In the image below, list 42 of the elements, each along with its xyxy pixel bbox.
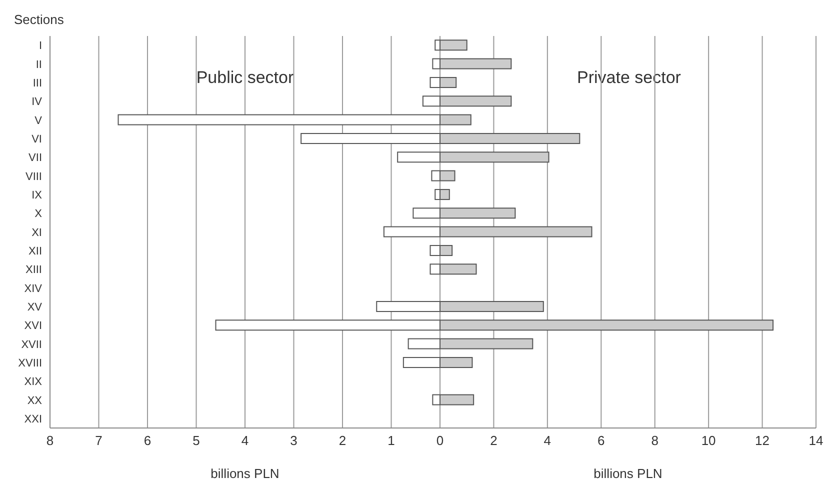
y-tick-label: XII — [28, 246, 42, 258]
x-tick-label: 3 — [290, 433, 298, 448]
y-tick-label: XXI — [24, 414, 42, 426]
x-tick-label: 7 — [95, 433, 102, 448]
y-tick-label: VI — [32, 134, 42, 146]
y-tick-label: IX — [32, 190, 43, 202]
y-tick-label: XV — [27, 302, 43, 314]
y-tick-label: II — [36, 58, 42, 71]
y-tick-label: X — [34, 208, 43, 220]
x-tick-label: 4 — [544, 433, 552, 448]
y-tick-label: I — [38, 40, 42, 52]
y-tick-label: XX — [27, 394, 43, 407]
x-tick-label: 6 — [144, 433, 152, 448]
text: Private sector — [576, 68, 682, 88]
x-tick-label: 4 — [241, 433, 249, 448]
x-tick-label: 10 — [701, 433, 716, 448]
y-tick-label: XI — [32, 226, 42, 239]
x-axis-title: billions PLN — [210, 466, 280, 481]
y-tick-label: XIII — [25, 264, 42, 276]
y-axis-title: Sections — [14, 12, 64, 27]
y-tick-label: VII — [28, 152, 42, 164]
x-tick-label: 14 — [808, 433, 824, 448]
x-tick-label: 0 — [436, 433, 444, 448]
y-tick-label: IV — [32, 96, 43, 108]
y-tick-label: V — [34, 114, 43, 127]
y-tick-label: XVII — [21, 338, 42, 351]
x-tick-label: 1 — [388, 433, 395, 448]
x-tick-label: 2 — [490, 433, 498, 448]
text: Public sector — [195, 68, 295, 88]
y-tick-label: XIV — [24, 282, 43, 295]
y-tick-label: III — [32, 78, 42, 90]
y-tick-label: XIX — [24, 376, 43, 388]
y-tick-label: VIII — [25, 170, 42, 183]
x-axis-title: billions PLN — [594, 466, 662, 481]
x-tick-label: 8 — [651, 433, 658, 448]
x-tick-label: 8 — [46, 433, 54, 448]
x-tick-label: 5 — [192, 433, 200, 448]
x-tick-label: 12 — [755, 433, 770, 448]
x-tick-label: 2 — [338, 433, 346, 448]
y-tick-label: XVI — [24, 320, 42, 332]
x-tick-label: 6 — [598, 433, 605, 448]
y-tick-label: XVIII — [18, 358, 42, 370]
